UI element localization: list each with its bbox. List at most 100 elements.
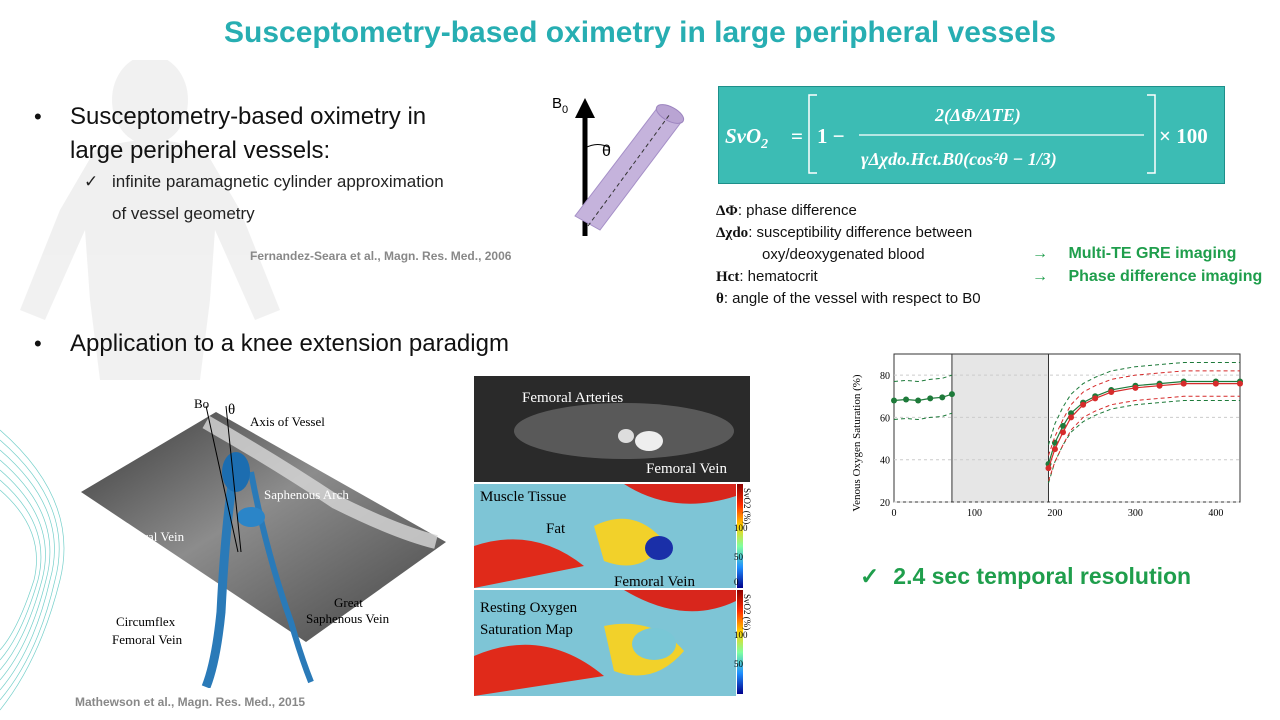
- oximetry-formula: SvO2 = 1 − 2(ΔΦ/ΔTE) γΔχdo.Hct.B0(cos²θ …: [725, 94, 1208, 174]
- bo-label: Bo: [194, 396, 209, 411]
- upper-bound-line: [893, 374, 953, 383]
- data-point: [948, 391, 955, 398]
- checkmark-icon: ✓: [84, 172, 99, 191]
- data-point: [1132, 384, 1139, 391]
- formula-times: × 100: [1159, 124, 1208, 148]
- data-point: [1045, 465, 1052, 472]
- sub-bullet: ✓ infinite paramagnetic cylinder approxi…: [84, 166, 532, 230]
- upper-bound-line: [1048, 370, 1240, 456]
- lower-bound-line: [893, 412, 953, 421]
- chart-ylabel: Venous Oxygen Saturation (%): [851, 374, 863, 512]
- muscle-tissue-label: Muscle Tissue: [480, 489, 567, 505]
- y-tick-label: 80: [880, 371, 890, 382]
- bullet-2-text: Application to a knee extension paradigm: [70, 330, 509, 357]
- formula-equals: =: [791, 124, 803, 148]
- x-tick-label: 0: [892, 508, 897, 519]
- fat-label: Fat: [546, 521, 566, 537]
- oxygen-saturation-chart: Venous Oxygen Saturation (%) 20 40 60 80 0 10…: [851, 353, 1243, 519]
- sub-bullet-line1: infinite paramagnetic cylinder approxima…: [112, 172, 444, 191]
- technique-2: → Phase difference imaging: [1032, 266, 1262, 288]
- y-tick-label: 60: [880, 413, 890, 424]
- technique-1: → Multi-TE GRE imaging: [1032, 243, 1236, 265]
- data-point: [1080, 401, 1087, 408]
- great-saphenous-label: Great: [334, 595, 363, 610]
- formula-denominator: γΔχdo.Hct.B0(cos²θ − 1/3): [861, 149, 1057, 170]
- mri-grayscale-panel: [474, 376, 750, 482]
- data-point: [1068, 414, 1075, 421]
- rest-interval: [951, 353, 1049, 503]
- y-tick-label: 20: [880, 498, 890, 509]
- bullet-2: • Application to a knee extension paradi…: [34, 327, 630, 361]
- colorbar-label: SvO2 (%): [742, 488, 752, 524]
- colorbar-tick: 50: [734, 552, 744, 562]
- data-point: [1059, 429, 1066, 436]
- femoral-vein-map-label: Femoral Vein: [614, 574, 695, 590]
- citation-mathewson: Mathewson et al., Magn. Res. Med., 2015: [75, 695, 306, 709]
- data-point: [1237, 380, 1243, 387]
- data-point: [939, 394, 946, 401]
- slide-title: Susceptometry-based oximetry in large pe…: [223, 16, 1057, 49]
- def-chi-cont: oxy/deoxygenated blood: [762, 246, 925, 263]
- def-chi: Δχdo: susceptibility difference between: [716, 224, 973, 241]
- resting-label: Resting Oxygen: [480, 600, 578, 616]
- femoral-vein-label: Femoral Vein: [646, 461, 727, 477]
- data-point: [1212, 380, 1219, 387]
- temporal-text: 2.4 sec temporal resolution: [893, 563, 1192, 589]
- b0-arrow-icon: [575, 98, 595, 118]
- bullet-1-line1: Susceptometry-based oximetry in: [70, 103, 427, 130]
- data-point: [1092, 395, 1099, 402]
- bullet-1-line2: large peripheral vessels:: [70, 137, 331, 164]
- vein-icon: [201, 461, 241, 688]
- svo2-map-panel: [474, 484, 736, 588]
- technique-label: Phase difference imaging: [1068, 268, 1263, 285]
- colorbar-tick: 0: [734, 577, 739, 587]
- data-point: [903, 396, 910, 403]
- data-point: [891, 397, 897, 404]
- y-tick-label: 40: [880, 456, 890, 467]
- formula-lhs: SvO2: [725, 124, 768, 152]
- definitions: ΔΦ: phase difference Δχdo: susceptibilit…: [716, 200, 1036, 310]
- def-hct: Hct: hematocrit: [716, 268, 818, 285]
- temporal-resolution: ✓ 2.4 sec temporal resolution: [860, 563, 1191, 590]
- data-point: [915, 397, 922, 404]
- data-point: [1180, 380, 1187, 387]
- series-line: [1047, 380, 1240, 465]
- bullet-dot: •: [34, 331, 42, 356]
- femoral-vein-label: Femoral Vein: [114, 529, 185, 544]
- colorbar-tick: 50: [734, 659, 744, 669]
- arrow-icon: →: [1032, 245, 1048, 262]
- b0-label: B0: [552, 95, 568, 116]
- citation-fernandez: Fernandez-Seara et al., Magn. Res. Med.,…: [250, 249, 512, 263]
- saphenous-arch-label: Saphenous Arch: [264, 487, 349, 502]
- colorbar-label: SvO2 (%): [742, 594, 752, 630]
- def-theta: θ: angle of the vessel with respect to B…: [716, 290, 981, 307]
- technique-label: Multi-TE GRE imaging: [1068, 245, 1237, 262]
- sub-bullet-line2: of vessel geometry: [112, 204, 255, 223]
- data-point: [1051, 446, 1058, 453]
- data-point: [1068, 410, 1075, 417]
- circumflex-label-2: Femoral Vein: [112, 632, 183, 647]
- axis-label: Axis of Vessel: [250, 414, 325, 429]
- resting-label-2: Saturation Map: [480, 622, 573, 638]
- decorative-waves: [0, 429, 65, 711]
- plot-area: [893, 353, 1241, 503]
- x-tick-label: 300: [1128, 508, 1143, 519]
- x-tick-label: 400: [1208, 508, 1223, 519]
- circumflex-label: Circumflex: [116, 614, 176, 629]
- upper-bound-line: [1048, 362, 1240, 446]
- theta-label: θ: [228, 402, 235, 418]
- resting-saturation-panel: [474, 590, 736, 696]
- data-point: [1059, 422, 1066, 429]
- data-point: [927, 395, 934, 402]
- bullet-dot: •: [34, 104, 42, 129]
- femoral-arteries-label: Femoral Arteries: [522, 390, 623, 406]
- arrow-icon: →: [1032, 268, 1048, 285]
- mri-figure: Femoral Arteries Femoral Vein Muscle Tis…: [474, 376, 752, 696]
- formula-box: SvO2 = 1 − 2(ΔΦ/ΔTE) γΔχdo.Hct.B0(cos²θ …: [718, 86, 1225, 184]
- data-point: [1156, 382, 1163, 389]
- series-line: [1047, 383, 1240, 469]
- bullet-1: • Susceptometry-based oximetry in large …: [34, 100, 510, 168]
- lower-bound-line: [1048, 395, 1240, 482]
- formula-numerator: 2(ΔΦ/ΔTE): [934, 105, 1021, 126]
- vessel-3d-figure: Bo θ Axis of Vessel Saphenous Arch Femor…: [81, 396, 446, 688]
